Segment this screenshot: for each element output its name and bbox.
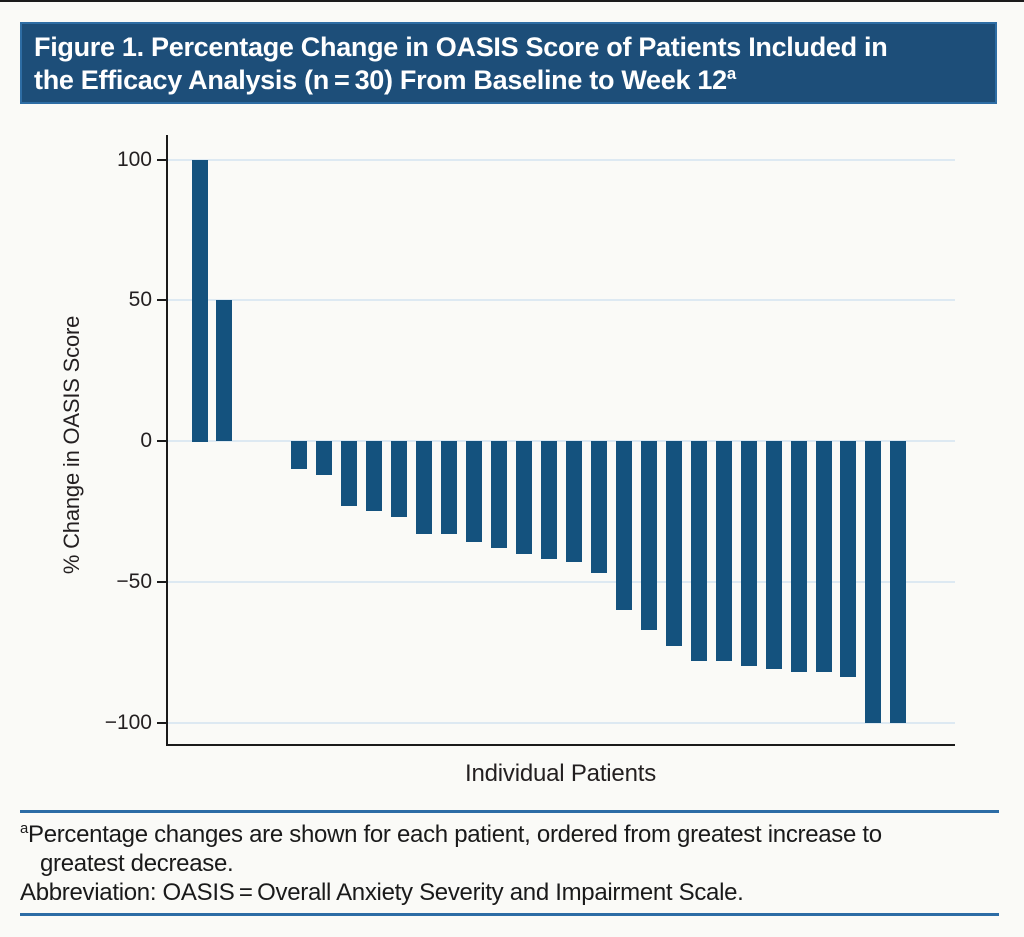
patient-bar-21 — [691, 441, 707, 661]
x-axis-title: Individual Patients — [465, 760, 656, 787]
y-axis-tick-0 — [157, 440, 166, 442]
patient-bar-27 — [840, 441, 856, 677]
gridline-y--100 — [167, 722, 955, 724]
figure-title-banner: Figure 1. Percentage Change in OASIS Sco… — [20, 22, 997, 104]
patient-bar-8 — [366, 441, 382, 511]
patient-bar-23 — [741, 441, 757, 666]
y-axis-tick--50 — [157, 581, 166, 583]
footnote-top-rule — [20, 810, 999, 813]
footnote-line-1-text: Percentage changes are shown for each pa… — [27, 821, 882, 848]
y-tick-label--50: −50 — [116, 570, 152, 593]
footnote-bottom-rule — [20, 913, 999, 916]
y-axis-title-text: % Change in OASIS Score — [59, 315, 84, 575]
patient-bar-18 — [616, 441, 632, 610]
y-axis-line — [166, 135, 168, 746]
footnote-line-2: greatest decrease. — [40, 850, 234, 877]
patient-bar-12 — [466, 441, 482, 542]
patient-bar-26 — [816, 441, 832, 672]
patient-bar-10 — [416, 441, 432, 534]
gridline-y-100 — [167, 159, 955, 161]
patient-bar-20 — [666, 441, 682, 646]
footnote-line-1: aPercentage changes are shown for each p… — [20, 820, 1004, 849]
figure-title-footnote-marker: a — [726, 64, 736, 83]
patient-bar-16 — [566, 441, 582, 562]
patient-bar-6 — [316, 441, 332, 475]
patient-bar-14 — [516, 441, 532, 554]
patient-bar-24 — [766, 441, 782, 669]
y-axis-tick--100 — [157, 722, 166, 724]
patient-bar-17 — [591, 441, 607, 573]
patient-bar-28 — [865, 441, 881, 723]
patient-bar-2 — [216, 300, 232, 441]
footnote-marker: a — [20, 821, 28, 837]
patient-bar-25 — [791, 441, 807, 672]
gridline-y--50 — [167, 581, 955, 583]
gridline-y-50 — [167, 299, 955, 301]
patient-bar-11 — [441, 441, 457, 534]
patient-bar-29 — [890, 441, 906, 723]
patient-bar-15 — [541, 441, 557, 559]
y-axis-tick-50 — [157, 299, 166, 301]
y-tick-label-50: 50 — [128, 288, 152, 311]
patient-bar-7 — [341, 441, 357, 506]
patient-bar-22 — [716, 441, 732, 661]
y-axis-tick-100 — [157, 159, 166, 161]
patient-bar-9 — [391, 441, 407, 517]
patient-bar-13 — [491, 441, 507, 548]
patient-bar-1 — [192, 160, 208, 442]
gridline-y-0 — [167, 440, 955, 442]
patient-bar-5 — [291, 441, 307, 469]
figure-title-line-2: the Efficacy Analysis (n = 30) From Base… — [34, 64, 983, 97]
y-tick-label-100: 100 — [116, 148, 152, 171]
abbreviation-note: Abbreviation: OASIS = Overall Anxiety Se… — [20, 879, 744, 906]
y-tick-label--100: −100 — [104, 711, 152, 734]
y-tick-label-0: 0 — [140, 429, 152, 452]
x-axis-line — [166, 744, 955, 746]
patient-bar-19 — [641, 441, 657, 630]
top-border-line — [0, 0, 1024, 2]
figure-title-line-1: Figure 1. Percentage Change in OASIS Sco… — [34, 32, 888, 62]
footnotes: aPercentage changes are shown for each p… — [20, 820, 1004, 907]
figure-title-line-2-text: the Efficacy Analysis (n = 30) From Base… — [34, 65, 727, 95]
